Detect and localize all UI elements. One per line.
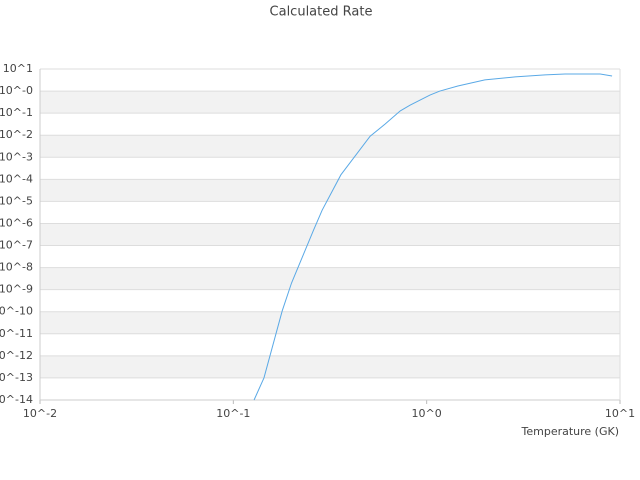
- y-tick-label: 10^-4: [0, 172, 33, 185]
- y-tick-label: 10^-6: [0, 216, 33, 229]
- grid-band: [40, 267, 620, 290]
- y-tick-label: 10^-7: [0, 239, 33, 252]
- y-tick-label: 10^-5: [0, 194, 33, 207]
- y-tick-label: 10^-12: [0, 349, 33, 362]
- x-tick-label: 10^-1: [216, 407, 250, 420]
- y-tick-label: 10^-2: [0, 128, 33, 141]
- data-line: [253, 73, 613, 401]
- grid-band: [40, 91, 620, 114]
- y-tick-label: 10^-8: [0, 261, 33, 274]
- y-tick-label: 10^-10: [0, 305, 33, 318]
- x-tick-label: 10^1: [605, 407, 635, 420]
- grid-band: [40, 179, 620, 202]
- y-tick-label: 10^-1: [0, 106, 33, 119]
- y-tick-label: 10^-0: [0, 84, 33, 97]
- grid-band: [40, 355, 620, 378]
- y-tick-label: 10^-14: [0, 393, 33, 406]
- x-tick-label: 10^0: [412, 407, 442, 420]
- chart-title: Calculated Rate: [270, 5, 373, 20]
- grid-band: [40, 135, 620, 158]
- y-tick-label: 10^-3: [0, 150, 33, 163]
- y-tick-label: 10^1: [3, 62, 33, 75]
- x-axis-label: Temperature (GK): [521, 425, 620, 438]
- x-tick-label: 10^-2: [23, 407, 57, 420]
- y-tick-label: 10^-11: [0, 327, 33, 340]
- grid-band: [40, 311, 620, 334]
- y-tick-label: 10^-13: [0, 371, 33, 384]
- grid-band: [40, 223, 620, 246]
- y-tick-label: 10^-9: [0, 283, 33, 296]
